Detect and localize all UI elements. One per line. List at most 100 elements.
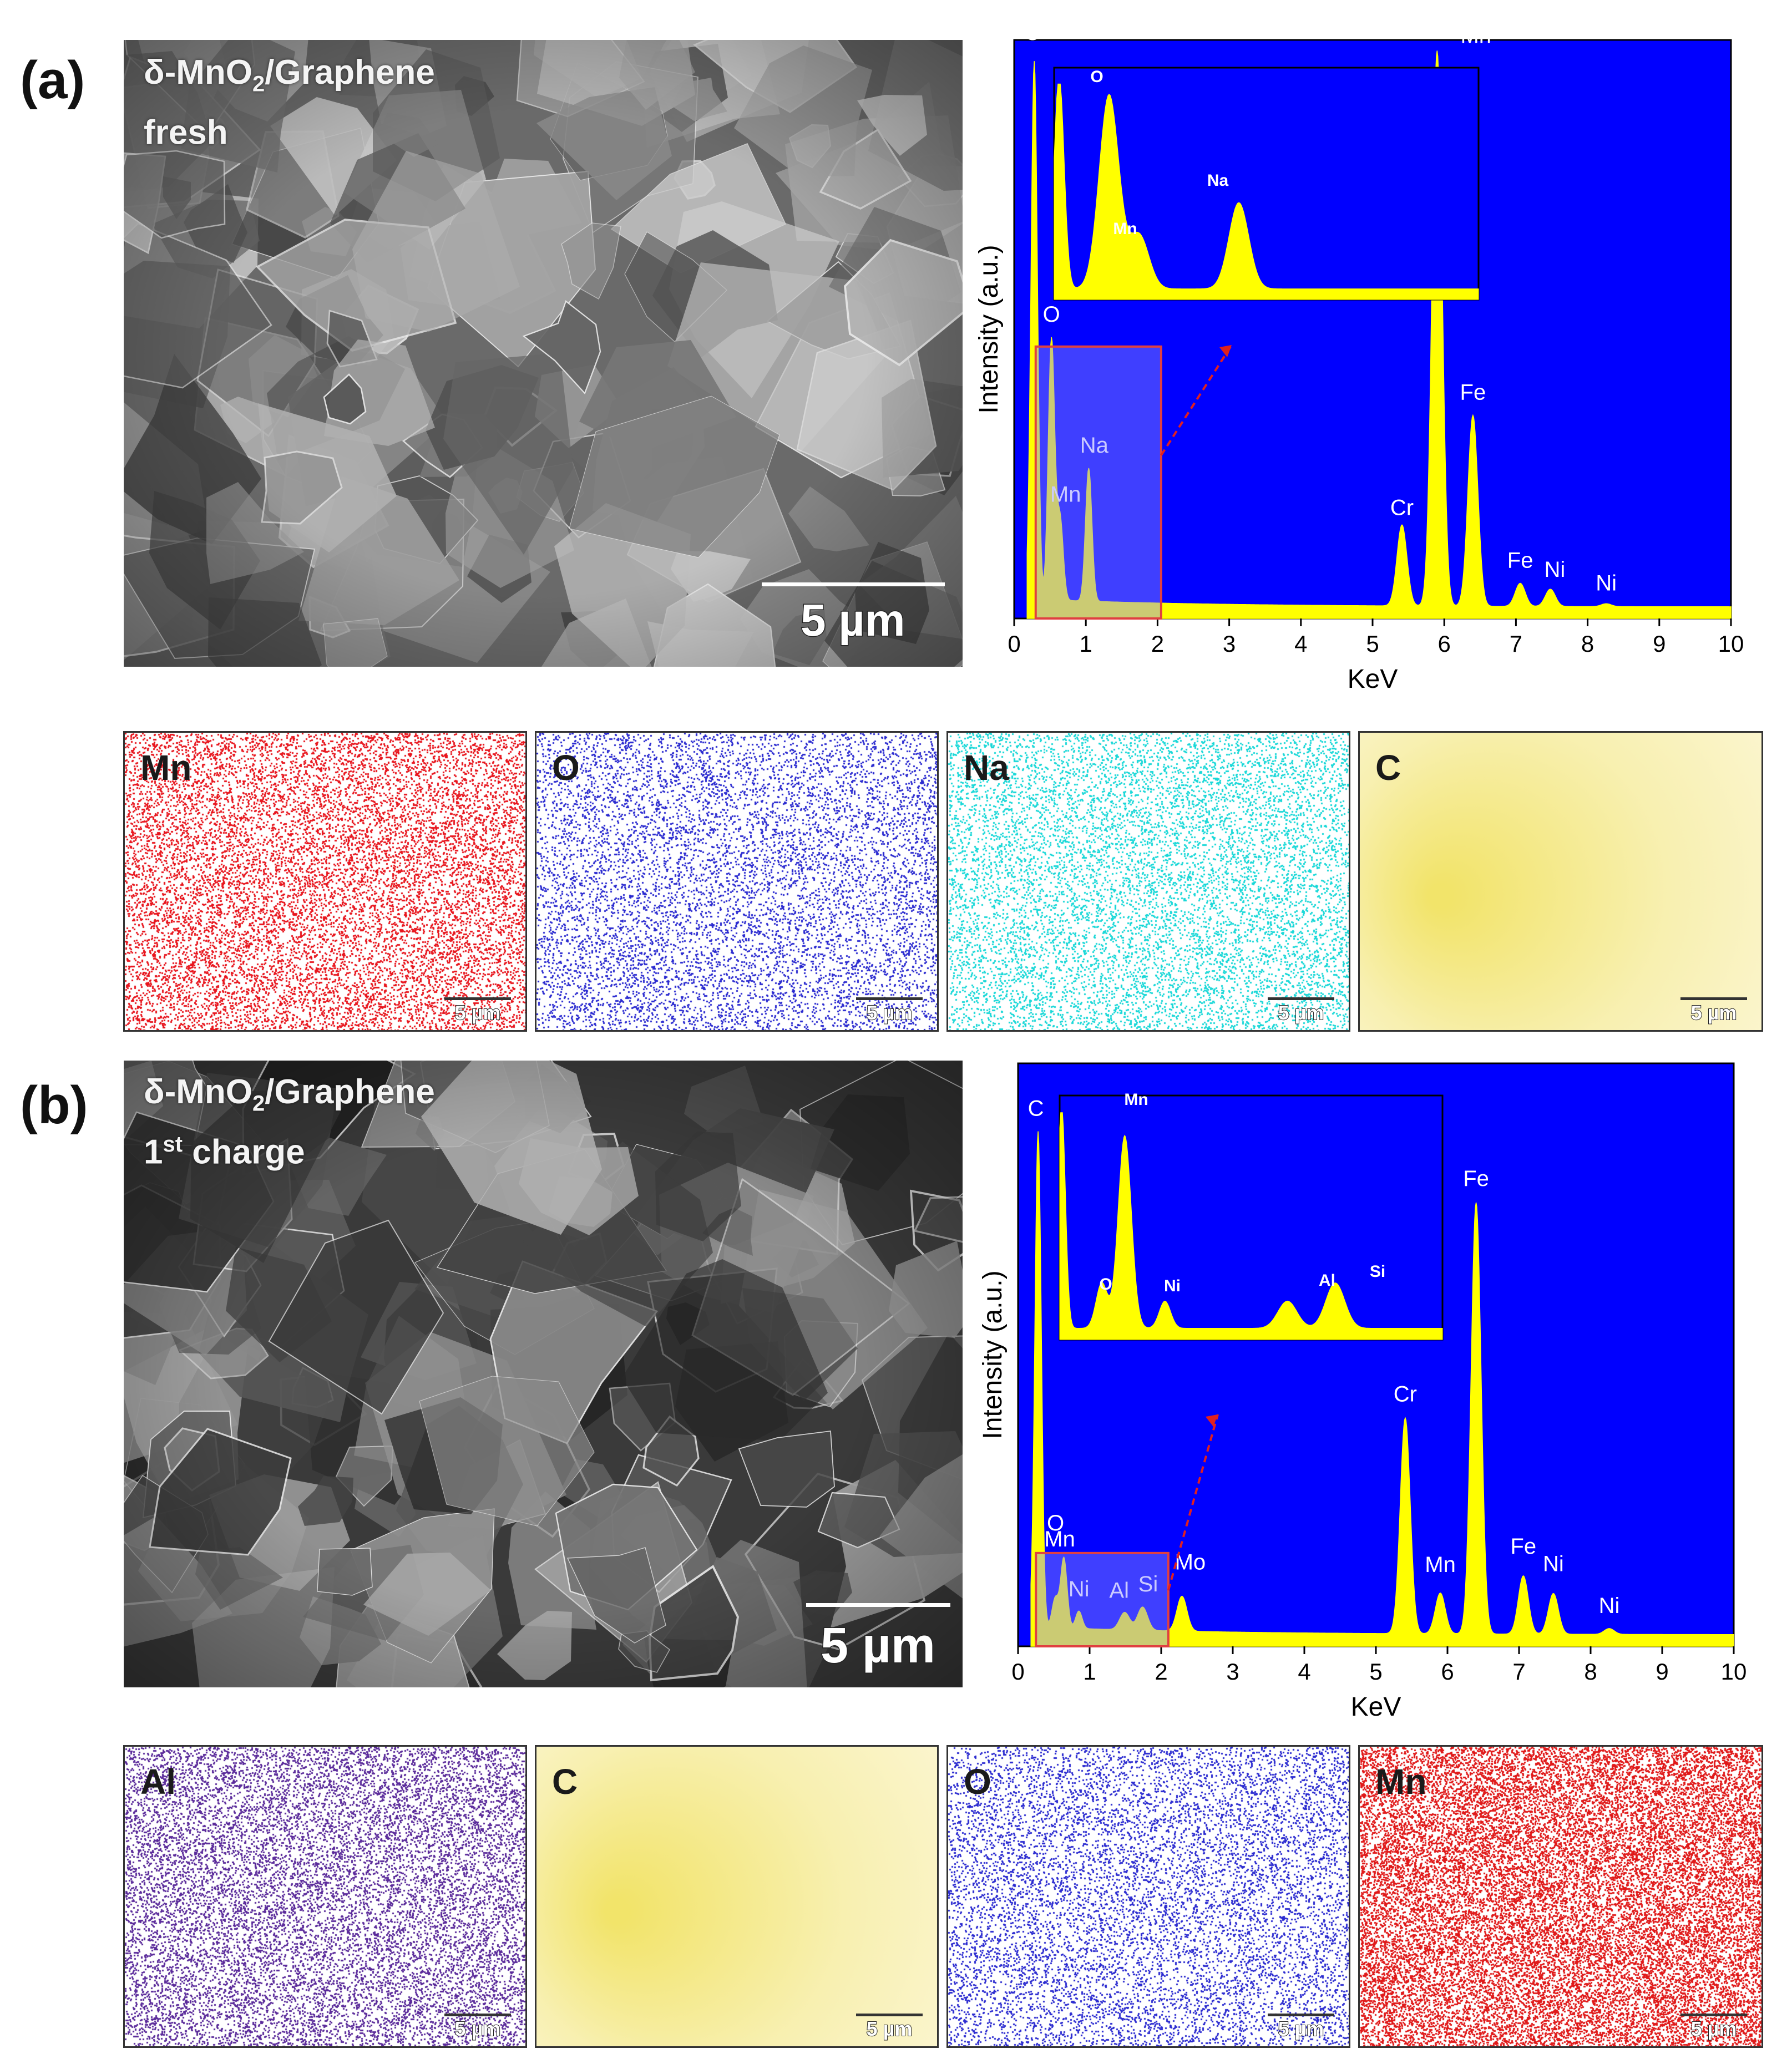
spectrum-fill xyxy=(1030,1131,1734,1647)
peak-label: Mn xyxy=(1460,33,1491,48)
peak-label: Al xyxy=(1109,1579,1129,1603)
arrow-head xyxy=(1219,345,1232,357)
map-scale-bar: 5 µm xyxy=(1268,2014,1334,2041)
map-label: Mn xyxy=(1375,1762,1427,1802)
x-tick-label: 8 xyxy=(1581,631,1594,657)
x-tick-label: 7 xyxy=(1510,631,1522,657)
x-tick-label: 2 xyxy=(1151,631,1164,657)
inset-peak-label: Na xyxy=(1207,171,1229,190)
peak-label: O xyxy=(1047,1511,1064,1535)
x-tick-label: 7 xyxy=(1512,1659,1525,1685)
eds-map-na: Na 5 µm xyxy=(946,731,1350,1032)
eds-map-o: O 5 µm xyxy=(535,731,939,1032)
panel-label-a: (a) xyxy=(20,50,85,110)
x-tick-label: 10 xyxy=(1718,631,1744,657)
x-tick-label: 3 xyxy=(1223,631,1236,657)
map-label: C xyxy=(1375,748,1401,788)
map-label: O xyxy=(552,748,580,788)
zoom-arrow xyxy=(1167,1414,1219,1591)
x-tick-label: 6 xyxy=(1441,1659,1454,1685)
sem-caption: δ-MnO2/Graphene fresh xyxy=(144,53,435,153)
inset-peak-label: Al xyxy=(1319,1271,1335,1290)
map-scale-bar: 5 µm xyxy=(1268,997,1334,1025)
scale-bar xyxy=(762,582,945,586)
peak-label: Ni xyxy=(1069,1577,1090,1601)
map-label: Al xyxy=(140,1762,176,1802)
map-scale-bar: 5 µm xyxy=(1680,2014,1747,2041)
inset-peak-label: Si xyxy=(1370,1262,1385,1281)
y-axis-label: Intensity (a.u.) xyxy=(978,1270,1008,1439)
x-axis-label: KeV xyxy=(1348,665,1398,694)
inset-peak-label: Mn xyxy=(1124,1091,1148,1109)
peak-label: Mn xyxy=(1425,1553,1456,1577)
sem-caption: δ-MnO2/Graphene 1st charge xyxy=(144,1073,435,1172)
x-axis-label: KeV xyxy=(1351,1692,1401,1722)
x-tick-label: 1 xyxy=(1080,631,1092,657)
x-tick-label: 4 xyxy=(1298,1659,1310,1685)
spectrum-fill xyxy=(1026,50,1732,619)
map-scale-bar: 5 µm xyxy=(856,2014,923,2041)
peak-label: Ni xyxy=(1596,571,1617,595)
eds-map-al: Al 5 µm xyxy=(123,1745,527,2048)
y-axis-label: Intensity (a.u.) xyxy=(974,245,1004,413)
peak-label: Fe xyxy=(1460,381,1486,405)
map-label: Na xyxy=(964,748,1009,788)
peak-label: Cr xyxy=(1390,495,1414,520)
peak-label: Mn xyxy=(1050,483,1081,507)
x-tick-label: 10 xyxy=(1721,1659,1747,1685)
peak-label: Ni xyxy=(1545,557,1566,582)
peak-label: Cr xyxy=(1394,1382,1417,1406)
inset-peak-label: Mn xyxy=(1113,220,1137,238)
sem-image-fresh: δ-MnO2/Graphene fresh 5 µm xyxy=(124,40,963,667)
x-tick-label: 6 xyxy=(1438,631,1451,657)
map-scale-bar: 5 µm xyxy=(444,997,511,1025)
peak-label: Na xyxy=(1080,433,1109,458)
x-tick-label: 9 xyxy=(1653,631,1666,657)
peak-label: Fe xyxy=(1510,1534,1536,1559)
map-scale-bar: 5 µm xyxy=(444,2014,511,2041)
x-tick-label: 5 xyxy=(1369,1659,1382,1685)
map-label: C xyxy=(552,1762,578,1802)
eds-spectrum-a: 0 1 2 3 4 5 6 7 8 9 10 KeV Intensity (a.u.) C O Mn Na Cr M… xyxy=(974,21,1761,721)
arrow-head xyxy=(1206,1414,1218,1427)
eds-map-c: C 5 µm xyxy=(1358,731,1763,1032)
panel-label-b: (b) xyxy=(20,1076,88,1135)
x-tick-label: 4 xyxy=(1294,631,1307,657)
x-tick-label: 3 xyxy=(1226,1659,1239,1685)
peak-label: Ni xyxy=(1599,1594,1620,1618)
map-scale-bar: 5 µm xyxy=(1680,997,1747,1025)
eds-map-mn: Mn 5 µm xyxy=(1358,1745,1763,2048)
inset-peak-label: Ni xyxy=(1164,1277,1181,1295)
x-tick-label: 9 xyxy=(1656,1659,1668,1685)
zoom-region xyxy=(1034,345,1162,620)
eds-map-c: C 5 µm xyxy=(535,1745,939,2048)
peak-label: Mn xyxy=(1044,1527,1075,1551)
eds-map-o: O 5 µm xyxy=(946,1745,1350,2048)
peak-label: C xyxy=(1028,1097,1044,1121)
map-label: Mn xyxy=(140,748,192,788)
eds-map-mn: Mn 5 µm xyxy=(123,731,527,1032)
zoom-region xyxy=(1035,1551,1170,1648)
scale-bar xyxy=(806,1603,950,1607)
peak-label: Si xyxy=(1138,1572,1158,1596)
peak-label: O xyxy=(1043,302,1060,327)
scale-bar-label: 5 µm xyxy=(800,595,907,647)
inset-peak-label: O xyxy=(1090,68,1103,86)
peak-label: C xyxy=(1024,33,1040,45)
x-tick-label: 5 xyxy=(1366,631,1379,657)
x-tick-label: 0 xyxy=(1008,631,1020,657)
sem-image-first-charge: δ-MnO2/Graphene 1st charge 5 µm xyxy=(124,1061,963,1687)
inset-spectrum xyxy=(1059,1112,1443,1340)
map-label: O xyxy=(964,1762,991,1802)
x-tick-label: 2 xyxy=(1155,1659,1167,1685)
peak-label: Fe xyxy=(1463,1167,1489,1191)
peak-label: Fe xyxy=(1507,548,1533,572)
peak-label: Mo xyxy=(1175,1550,1206,1575)
x-tick-label: 0 xyxy=(1011,1659,1024,1685)
peak-label: Ni xyxy=(1543,1552,1564,1576)
scale-bar-label: 5 µm xyxy=(820,1617,937,1675)
inset-spectrum xyxy=(1054,83,1479,300)
map-scale-bar: 5 µm xyxy=(856,997,923,1025)
x-tick-label: 1 xyxy=(1083,1659,1096,1685)
